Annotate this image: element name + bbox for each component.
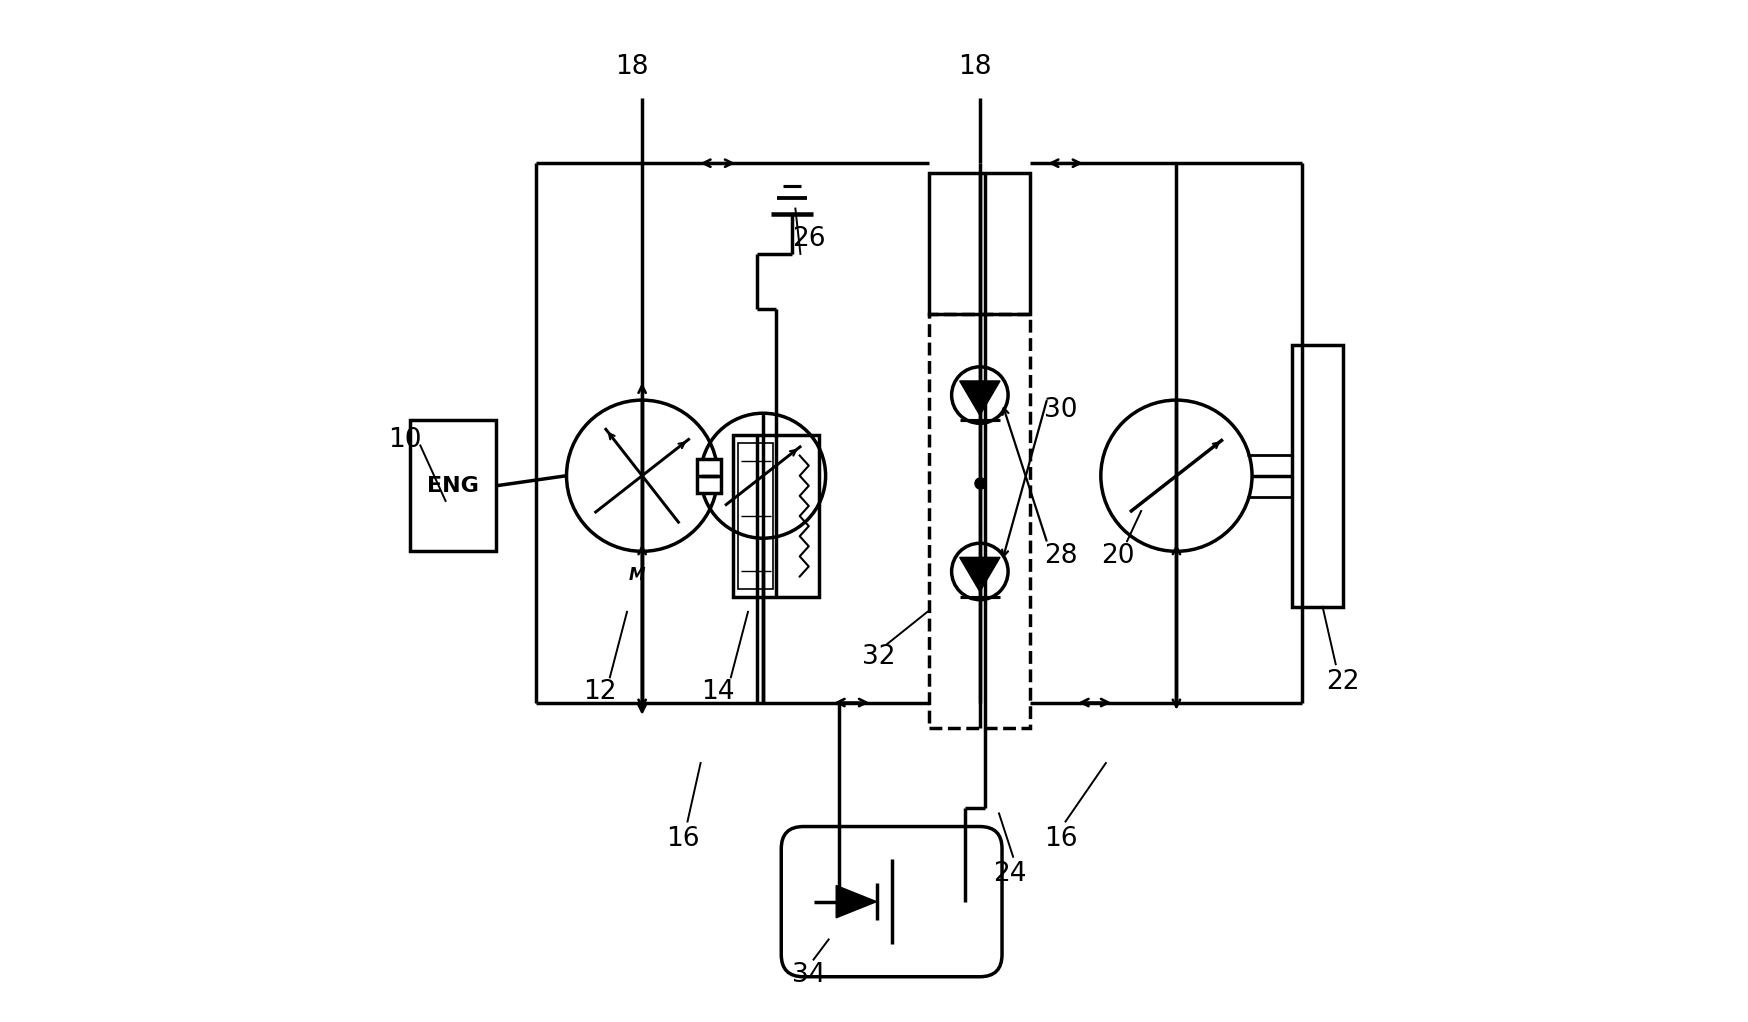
Bar (738, 444, 773, 589)
Text: M: M (629, 566, 645, 585)
Text: 28: 28 (1044, 544, 1077, 569)
Bar (411, 420, 496, 551)
Text: 14: 14 (701, 680, 734, 705)
Text: 26: 26 (792, 226, 825, 251)
Bar (697, 459, 722, 493)
Text: 16: 16 (1044, 826, 1077, 851)
Text: 24: 24 (993, 861, 1026, 887)
Bar (930, 315, 1030, 728)
Bar (1292, 344, 1342, 607)
Text: 10: 10 (388, 427, 421, 454)
Polygon shape (960, 381, 1000, 415)
Text: 18: 18 (615, 54, 649, 81)
Text: 34: 34 (792, 962, 825, 987)
Polygon shape (960, 557, 1000, 592)
Text: 16: 16 (666, 826, 699, 851)
Text: 12: 12 (584, 680, 617, 705)
Text: 22: 22 (1327, 669, 1360, 695)
Bar (732, 435, 818, 597)
Text: 30: 30 (1044, 398, 1077, 423)
Polygon shape (836, 885, 876, 918)
Text: 32: 32 (862, 644, 895, 670)
Text: 18: 18 (958, 54, 991, 81)
Bar (930, 174, 1030, 315)
Text: ENG: ENG (427, 476, 479, 496)
Text: 20: 20 (1101, 544, 1134, 569)
